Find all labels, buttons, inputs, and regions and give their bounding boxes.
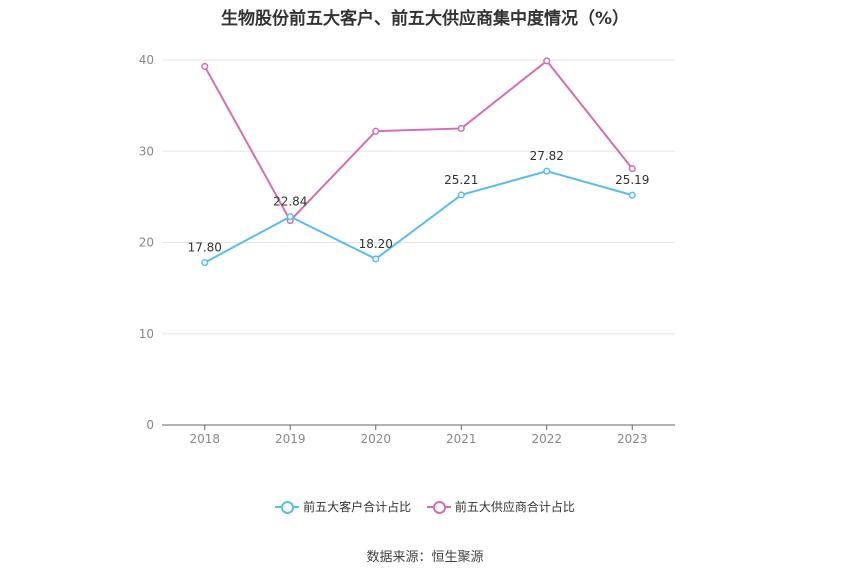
legend-line-icon xyxy=(275,500,300,514)
data-label: 17.80 xyxy=(188,241,222,255)
legend-item-suppliers[interactable]: 前五大供应商合计占比 xyxy=(426,498,575,515)
data-point xyxy=(457,124,465,132)
data-point xyxy=(628,191,636,199)
y-tick-label: 20 xyxy=(139,236,154,250)
data-point xyxy=(372,255,380,263)
data-point xyxy=(543,167,551,175)
y-tick-label: 40 xyxy=(139,53,154,67)
data-point xyxy=(201,62,209,70)
x-tick-label: 2021 xyxy=(446,432,477,446)
chart-title: 生物股份前五大客户、前五大供应商集中度情况（%） xyxy=(220,9,630,29)
legend-item-customers[interactable]: 前五大客户合计占比 xyxy=(275,498,411,515)
data-point xyxy=(372,127,380,135)
y-tick-label: 0 xyxy=(146,418,154,432)
x-tick-label: 2020 xyxy=(360,432,391,446)
legend: 前五大客户合计占比 前五大供应商合计占比 xyxy=(0,498,850,515)
y-tick-label: 10 xyxy=(139,327,154,341)
x-tick-label: 2022 xyxy=(531,432,562,446)
legend-label: 前五大供应商合计占比 xyxy=(454,500,575,514)
source-note: 数据来源：恒生聚源 xyxy=(366,550,484,565)
data-point xyxy=(628,165,636,173)
legend-line-icon xyxy=(426,500,451,514)
data-point xyxy=(286,213,294,221)
data-label: 25.19 xyxy=(615,173,649,187)
data-point xyxy=(543,57,551,65)
data-point xyxy=(457,191,465,199)
series-line-suppliers xyxy=(203,59,634,223)
x-tick-label: 2023 xyxy=(617,432,648,446)
x-tick-label: 2018 xyxy=(189,432,220,446)
series-line-customers xyxy=(204,170,633,264)
legend-label: 前五大客户合计占比 xyxy=(303,500,412,514)
data-point xyxy=(201,259,209,267)
data-label: 25.21 xyxy=(444,173,478,187)
y-tick-label: 30 xyxy=(139,144,154,158)
data-label: 27.82 xyxy=(530,149,564,163)
x-tick-label: 2019 xyxy=(275,432,306,446)
data-label: 18.20 xyxy=(359,237,393,251)
data-label: 22.84 xyxy=(273,195,307,209)
